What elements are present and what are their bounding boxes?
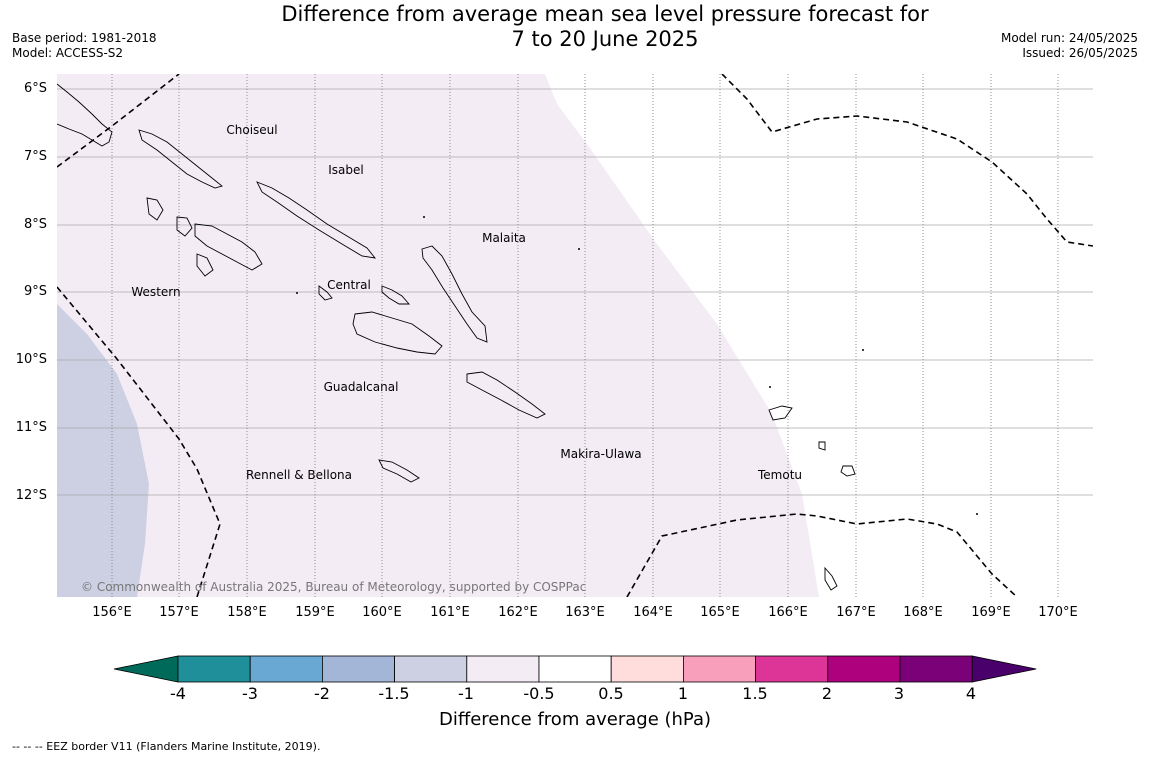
lon-label: 165°E xyxy=(700,605,740,620)
copyright-notice: © Commonwealth of Australia 2025, Bureau… xyxy=(81,580,587,594)
colorbar-segment xyxy=(394,655,468,683)
lat-label: 8°S xyxy=(23,217,47,232)
lon-label: 157°E xyxy=(159,605,199,620)
colorbar xyxy=(113,655,1037,683)
colorbar-tick: 1 xyxy=(677,684,689,703)
lon-label: 167°E xyxy=(836,605,876,620)
lon-label: 169°E xyxy=(971,605,1011,620)
colorbar-label: Difference from average (hPa) xyxy=(438,709,712,730)
place-label-rennell-bellona: Rennell & Bellona xyxy=(245,468,353,482)
colorbar-tick: 3 xyxy=(893,684,905,703)
torres-islands xyxy=(824,566,838,591)
rendova xyxy=(196,253,214,277)
colorbar-tick: -2 xyxy=(314,684,330,703)
colorbar-segment xyxy=(683,655,757,683)
colorbar-tick: -4 xyxy=(170,684,186,703)
kolombangara xyxy=(176,216,193,237)
guadalcanal-island xyxy=(352,311,443,355)
lat-label: 9°S xyxy=(23,284,47,299)
map-svg xyxy=(57,74,1093,597)
colorbar-segment xyxy=(899,655,973,683)
place-label-temotu: Temotu xyxy=(757,468,803,482)
anomaly-band-neg-05 xyxy=(57,74,819,597)
place-label-choiseul: Choiseul xyxy=(226,123,278,137)
model-info: Base period: 1981-2018 Model: ACCESS-S2 xyxy=(12,31,157,61)
small-islets xyxy=(296,216,978,515)
colorbar-tick: -3 xyxy=(242,684,258,703)
eez-border-tuvalu xyxy=(721,74,1093,247)
colorbar-tick: -1 xyxy=(458,684,474,703)
base-period: Base period: 1981-2018 xyxy=(12,31,157,45)
makira-island xyxy=(466,371,546,419)
model-name: Model: ACCESS-S2 xyxy=(12,46,124,60)
eez-legend-note: -- -- -- EEZ border V11 (Flanders Marine… xyxy=(12,740,321,753)
lon-label: 160°E xyxy=(362,605,402,620)
florida-islands xyxy=(381,285,410,305)
lon-label: 161°E xyxy=(430,605,470,620)
colorbar-tick: -1.5 xyxy=(378,684,410,703)
place-label-central: Central xyxy=(327,278,371,292)
eez-border-vanuatu xyxy=(626,513,1018,597)
lon-label: 163°E xyxy=(565,605,605,620)
colorbar-segment xyxy=(249,655,323,683)
bougainville-coast xyxy=(57,83,113,147)
santa-cruz-nendo xyxy=(768,405,793,421)
vella-lavella xyxy=(146,197,164,221)
lat-label: 6°S xyxy=(23,81,47,96)
lon-label: 162°E xyxy=(498,605,538,620)
map-title: Difference from average mean sea level p… xyxy=(200,2,1010,52)
colorbar-tick: 4 xyxy=(965,684,977,703)
title-line-2: 7 to 20 June 2025 xyxy=(511,27,699,51)
isabel-island xyxy=(256,181,377,259)
colorbar-segments xyxy=(113,655,1037,683)
colorbar-extend-min xyxy=(113,655,179,683)
eez-border-png xyxy=(57,74,180,168)
place-label-isabel: Isabel xyxy=(328,163,364,177)
colorbar-segment xyxy=(538,655,612,683)
malaita-island xyxy=(421,245,488,343)
lon-label: 159°E xyxy=(295,605,335,620)
colorbar-tick: 0.5 xyxy=(598,684,624,703)
vanikoro-island xyxy=(840,465,856,477)
colorbar-segment xyxy=(466,655,540,683)
issue-info: Model run: 24/05/2025 Issued: 26/05/2025 xyxy=(1001,31,1138,61)
colorbar-tick: 2 xyxy=(821,684,833,703)
title-line-1: Difference from average mean sea level p… xyxy=(281,2,929,26)
eez-border-southwest xyxy=(57,286,221,597)
colorbar-segment xyxy=(755,655,829,683)
place-label-guadalcanal: Guadalcanal xyxy=(323,380,399,394)
place-label-malaita: Malaita xyxy=(482,231,526,245)
colorbar-segment xyxy=(827,655,901,683)
colorbar-extend-max xyxy=(971,655,1037,683)
place-label-western: Western xyxy=(131,285,181,299)
place-label-makira-ulawa: Makira-Ulawa xyxy=(560,447,642,461)
colorbar-segment xyxy=(610,655,684,683)
lon-label: 170°E xyxy=(1038,605,1078,620)
choiseul-island xyxy=(138,129,223,189)
new-georgia xyxy=(194,223,263,271)
colorbar-segment xyxy=(321,655,395,683)
issued-date: Issued: 26/05/2025 xyxy=(1022,46,1138,60)
model-run: Model run: 24/05/2025 xyxy=(1000,31,1138,45)
lat-label: 10°S xyxy=(15,352,47,367)
colorbar-segment xyxy=(177,655,251,683)
lon-label: 168°E xyxy=(903,605,943,620)
anomaly-band-neg-1 xyxy=(57,304,149,597)
map-panel xyxy=(57,74,1093,597)
lon-label: 156°E xyxy=(92,605,132,620)
colorbar-tick: -0.5 xyxy=(523,684,555,703)
rennell-island xyxy=(378,459,420,483)
lon-label: 164°E xyxy=(633,605,673,620)
lat-label: 11°S xyxy=(15,420,47,435)
lon-label: 166°E xyxy=(768,605,808,620)
lat-label: 7°S xyxy=(23,149,47,164)
lon-label: 158°E xyxy=(227,605,267,620)
colorbar-tick: 1.5 xyxy=(742,684,768,703)
utupua-island xyxy=(818,441,826,451)
lat-label: 12°S xyxy=(15,488,47,503)
russell-islands xyxy=(318,285,333,301)
